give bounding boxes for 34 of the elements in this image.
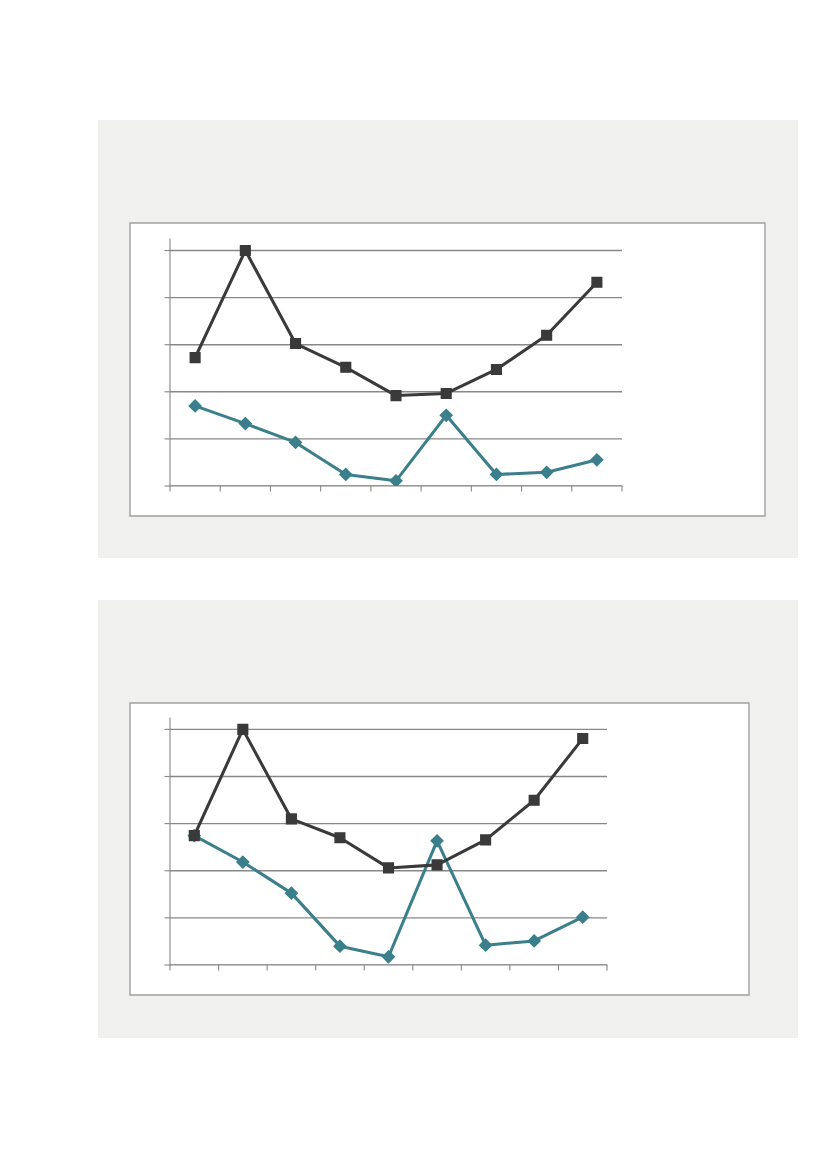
point — [288, 435, 303, 450]
point — [333, 939, 347, 953]
point — [431, 859, 443, 871]
point — [439, 408, 453, 422]
point — [430, 834, 444, 848]
point — [238, 417, 252, 431]
point — [591, 276, 603, 288]
point — [541, 329, 553, 341]
point — [285, 813, 297, 825]
point — [189, 352, 201, 364]
point — [527, 934, 541, 948]
point — [334, 832, 346, 844]
point — [479, 938, 493, 952]
point — [576, 910, 590, 924]
point — [480, 834, 492, 846]
point — [340, 361, 352, 373]
point — [489, 467, 504, 482]
point — [440, 387, 452, 400]
point — [289, 337, 302, 350]
point — [490, 363, 503, 375]
point — [381, 950, 396, 964]
point — [382, 862, 395, 874]
point — [577, 733, 589, 745]
point — [540, 465, 554, 479]
point — [528, 794, 540, 806]
point — [389, 474, 403, 486]
point — [236, 855, 250, 869]
point — [590, 453, 604, 467]
point — [390, 390, 402, 402]
point — [284, 886, 298, 900]
point — [239, 244, 251, 257]
point — [188, 399, 202, 413]
point — [237, 723, 249, 735]
point — [339, 467, 353, 482]
